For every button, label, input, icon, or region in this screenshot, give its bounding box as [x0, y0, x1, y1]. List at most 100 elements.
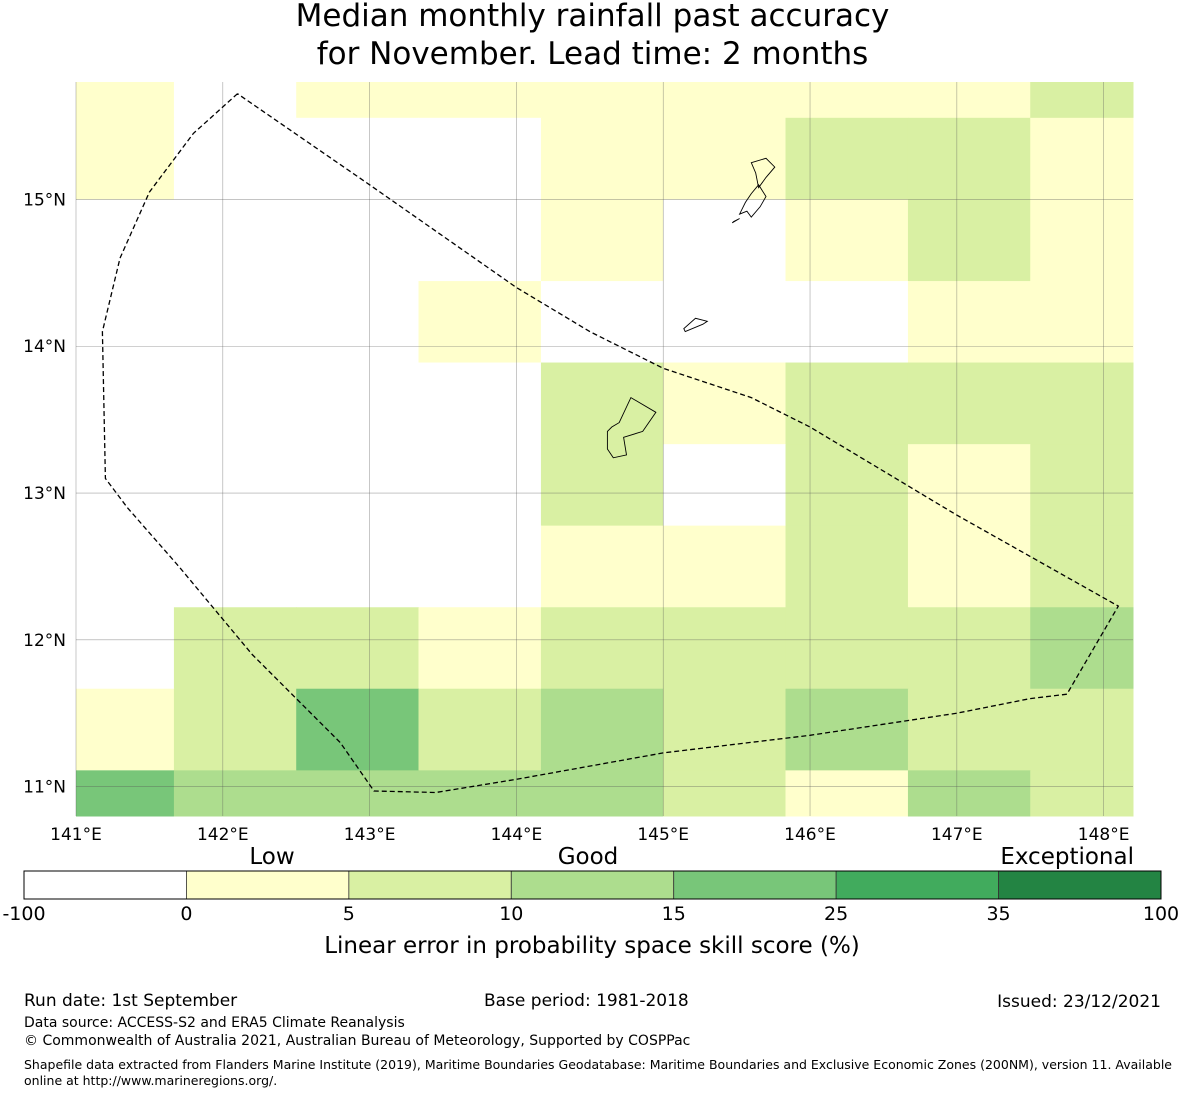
longitude-tick-labels: 141°E 142°E 143°E 144°E 145°E 146°E 147°E 148°E [50, 825, 1129, 845]
colorbar-tick-label: 25 [824, 903, 848, 925]
skill-cell [663, 117, 787, 200]
colorbar-tick-label: 35 [986, 903, 1010, 925]
skill-cell [418, 770, 542, 817]
shapefile-credit: Shapefile data extracted from Flanders M… [24, 1057, 1172, 1088]
graticule [75, 82, 1133, 816]
skill-cell [540, 362, 664, 445]
skill-cell [540, 688, 664, 771]
skill-cell [173, 770, 297, 817]
longitude-tick-label: 142°E [197, 825, 249, 845]
skill-cell [1030, 362, 1134, 445]
skill-cell [540, 199, 664, 282]
island-coastlines [606, 157, 776, 459]
skill-cell [296, 688, 419, 771]
colorbar-tick-label: 15 [662, 903, 686, 925]
skill-cell [663, 444, 787, 527]
skill-grid-cells [76, 82, 1134, 817]
skill-cell [1030, 444, 1134, 527]
skill-cell [663, 362, 787, 445]
skill-cell [907, 607, 1031, 690]
skill-cell [296, 525, 419, 608]
skill-cell [173, 281, 297, 364]
skill-cell [296, 444, 419, 527]
skill-cell [296, 607, 419, 690]
skill-cell [173, 688, 297, 771]
skill-cell [540, 281, 664, 364]
skill-cell [76, 770, 175, 817]
data-source: Data source: ACCESS-S2 and ERA5 Climate … [24, 1015, 405, 1031]
copyright-notice: © Commonwealth of Australia 2021, Austra… [24, 1033, 691, 1049]
skill-cell [76, 525, 175, 608]
skill-cell [76, 117, 175, 200]
skill-cell [1030, 525, 1134, 608]
latitude-tick-label: 15°N [23, 190, 66, 210]
skill-cell [296, 362, 419, 445]
colorbar-tick-label: 0 [180, 903, 192, 925]
colorbar-swatch [835, 870, 999, 900]
skill-cell [785, 362, 909, 445]
skill-cell [540, 525, 664, 608]
island-outline [731, 218, 740, 224]
skill-cell [1030, 82, 1134, 119]
latitude-tick-label: 13°N [23, 484, 66, 504]
map-title-line-2: for November. Lead time: 2 months [316, 36, 869, 72]
eez-boundary-line [101, 93, 1120, 794]
colorbar-tick-label: 10 [499, 903, 523, 925]
skill-cell [540, 82, 664, 119]
island-outline [750, 157, 776, 189]
latitude-tick-label: 11°N [23, 778, 66, 798]
island-outline [738, 184, 767, 218]
skill-cell [296, 770, 419, 817]
colorbar-axis-label: Linear error in probability space skill … [324, 933, 860, 959]
skill-cell [785, 525, 909, 608]
longitude-tick-label: 146°E [784, 825, 836, 845]
longitude-tick-label: 144°E [491, 825, 543, 845]
skill-cell [296, 281, 419, 364]
colorbar-swatch [510, 870, 675, 900]
skill-cell [1030, 770, 1134, 817]
longitude-tick-label: 147°E [931, 825, 983, 845]
colorbar-swatch [23, 870, 187, 900]
skill-cell [76, 688, 175, 771]
skill-category-label: Low [249, 844, 294, 870]
longitude-tick-label: 141°E [50, 825, 102, 845]
skill-cell [173, 525, 297, 608]
skill-cell [173, 444, 297, 527]
skill-cell [418, 82, 542, 119]
map-title-line-1: Median monthly rainfall past accuracy [295, 0, 890, 34]
skill-cell [76, 607, 175, 690]
latitude-tick-labels: 11°N 12°N 13°N 14°N 15°N [23, 190, 66, 797]
skill-cell [663, 82, 787, 119]
run-date: Run date: 1st September [24, 991, 238, 1011]
skill-cell [76, 199, 175, 282]
skill-cell [296, 117, 419, 200]
skill-category-label: Exceptional [1000, 844, 1134, 870]
skill-cell [907, 444, 1031, 527]
colorbar-tick-label: 5 [343, 903, 355, 925]
base-period: Base period: 1981-2018 [484, 991, 689, 1011]
latitude-tick-label: 14°N [23, 337, 66, 357]
colorbar-swatch [673, 870, 837, 900]
skill-cell [907, 281, 1031, 364]
skill-cell [1030, 607, 1134, 690]
skill-cell [785, 607, 909, 690]
skill-cell [418, 607, 542, 690]
skill-cell [76, 82, 175, 119]
skill-cell [663, 199, 787, 282]
island-outline [606, 396, 657, 459]
skill-cell [173, 607, 297, 690]
colorbar-swatch [348, 870, 512, 900]
skill-cell [540, 770, 664, 817]
skill-cell [296, 199, 419, 282]
skill-cell [76, 362, 175, 445]
skill-cell [1030, 117, 1134, 200]
skill-cell [785, 281, 909, 364]
skill-cell [907, 688, 1031, 771]
latitude-tick-label: 12°N [23, 631, 66, 651]
colorbar-tick-label: -100 [2, 903, 45, 925]
skill-cell [540, 117, 664, 200]
skill-cell [907, 199, 1031, 282]
skill-cell [540, 607, 664, 690]
island-outline [683, 317, 709, 333]
skill-cell [540, 444, 664, 527]
